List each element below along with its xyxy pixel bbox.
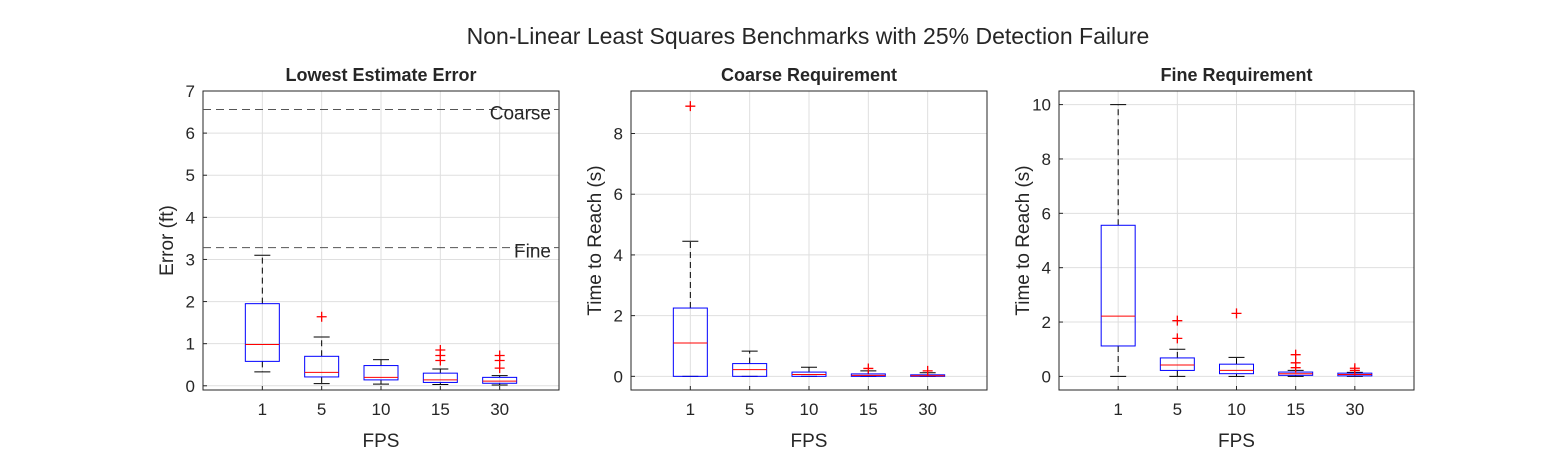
y-tick-label: 10 [1032, 96, 1051, 115]
subplot-3 [1058, 90, 1415, 391]
y-tick-label: 4 [186, 208, 195, 227]
y-tick-label: 2 [1042, 313, 1051, 332]
box-30 [1337, 363, 1373, 377]
subplot-1 [202, 90, 560, 391]
box-5 [732, 350, 768, 377]
x-tick-label: 15 [859, 400, 878, 419]
outlier-marker [685, 101, 696, 112]
subplot-title: Fine Requirement [1160, 65, 1312, 85]
outlier-marker [1172, 315, 1183, 326]
x-tick-label: 5 [317, 400, 326, 419]
y-tick-label: 8 [1042, 150, 1051, 169]
box-1 [1100, 104, 1136, 377]
box-5 [304, 311, 340, 385]
y-axis-label: Time to Reach (s) [585, 165, 606, 315]
box-15 [422, 344, 458, 386]
iqr-box [1219, 363, 1254, 375]
x-tick-label: 10 [800, 400, 819, 419]
outlier-marker [1172, 333, 1183, 344]
iqr-box [422, 372, 458, 383]
y-tick-label: 6 [614, 185, 623, 204]
y-tick-label: 3 [186, 250, 195, 269]
x-tick-label: 15 [1286, 400, 1305, 419]
reference-line-label: Fine [514, 242, 551, 263]
x-tick-label: 1 [1113, 400, 1122, 419]
outlier-marker [316, 311, 327, 322]
y-tick-label: 0 [1042, 367, 1051, 386]
x-tick-label: 10 [372, 400, 391, 419]
box-15 [1278, 349, 1314, 377]
iqr-box [244, 303, 280, 362]
x-tick-label: 1 [686, 400, 695, 419]
y-axis-label: Time to Reach (s) [1013, 165, 1034, 315]
y-tick-label: 1 [186, 335, 195, 354]
iqr-box [672, 307, 708, 377]
x-tick-label: 10 [1227, 400, 1246, 419]
y-tick-label: 0 [614, 367, 623, 386]
x-tick-label: 15 [431, 400, 450, 419]
iqr-box [1159, 357, 1195, 371]
y-tick-label: 8 [614, 124, 623, 143]
y-tick-label: 2 [614, 307, 623, 326]
x-tick-label: 5 [1173, 400, 1182, 419]
iqr-box [304, 355, 340, 378]
subplot-title: Lowest Estimate Error [285, 65, 476, 85]
x-tick-label: 30 [490, 400, 509, 419]
y-tick-label: 4 [614, 246, 623, 265]
y-axis-label: Error (ft) [157, 205, 178, 276]
x-tick-label: 30 [918, 400, 937, 419]
y-tick-label: 2 [186, 293, 195, 312]
x-tick-label: 30 [1345, 400, 1364, 419]
outlier-marker [435, 344, 446, 355]
subplot-title: Coarse Requirement [721, 65, 897, 85]
x-axis-label: FPS [1218, 431, 1255, 452]
outlier-marker [1290, 349, 1301, 360]
x-tick-label: 1 [258, 400, 267, 419]
box-30 [482, 350, 518, 386]
box-30 [910, 365, 946, 377]
box-15 [850, 363, 886, 377]
outlier-marker [1349, 363, 1360, 374]
subplot-2 [630, 90, 988, 391]
y-tick-label: 0 [186, 377, 195, 396]
y-tick-label: 7 [186, 82, 195, 101]
iqr-box [1100, 224, 1136, 347]
box-1 [672, 101, 708, 377]
outlier-marker [863, 363, 874, 374]
x-axis-label: FPS [363, 431, 400, 452]
box-1 [244, 254, 280, 373]
x-axis-label: FPS [791, 431, 828, 452]
y-tick-label: 4 [1042, 259, 1051, 278]
reference-line-label: Coarse [490, 104, 551, 125]
figure-title: Non-Linear Least Squares Benchmarks with… [467, 23, 1150, 49]
outlier-marker [922, 365, 933, 376]
iqr-box [482, 376, 518, 384]
outlier-marker [494, 350, 505, 361]
outlier-marker [1231, 308, 1242, 319]
y-tick-label: 6 [1042, 204, 1051, 223]
x-tick-label: 5 [745, 400, 754, 419]
y-tick-label: 6 [186, 124, 195, 143]
y-tick-label: 5 [186, 166, 195, 185]
box-10 [1219, 308, 1254, 377]
iqr-box [363, 365, 399, 381]
box-5 [1159, 315, 1195, 377]
box-10 [363, 359, 399, 385]
box-10 [791, 366, 827, 377]
